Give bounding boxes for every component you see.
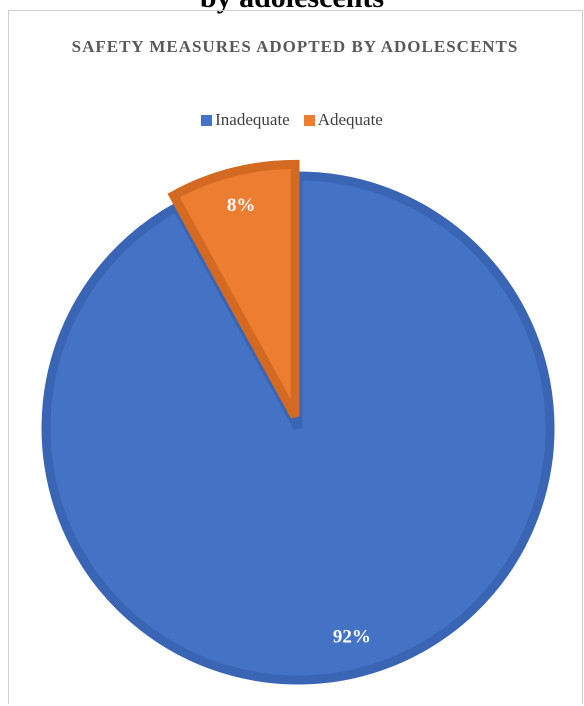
legend-entry-adequate: Adequate <box>303 110 383 130</box>
data-label-adequate: 8% <box>227 195 256 216</box>
legend-entry-inadequate: Inadequate <box>201 110 290 130</box>
chart-legend: Inadequate Adequate <box>0 110 584 130</box>
pie-slice-inadequate <box>41 171 555 685</box>
pie-slice-adequate <box>167 159 300 419</box>
legend-swatch-inadequate <box>201 114 213 126</box>
chart-frame <box>8 10 583 704</box>
data-label-inadequate: 92% <box>333 626 371 647</box>
chart-title: SAFETY MEASURES ADOPTED BY ADOLESCENTS <box>71 37 519 56</box>
legend-label-inadequate: Inadequate <box>215 110 290 129</box>
legend-swatch-adequate <box>303 114 315 126</box>
legend-label-adequate: Adequate <box>317 110 383 129</box>
